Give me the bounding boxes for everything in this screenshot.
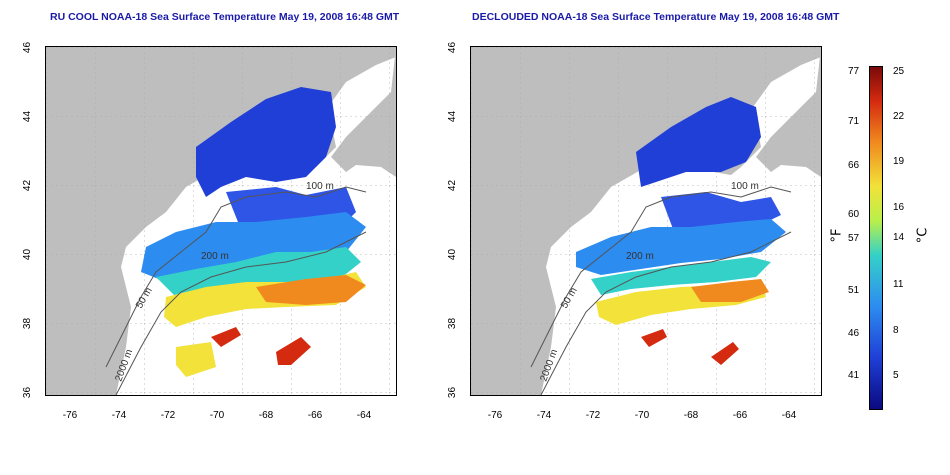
y-tick-right: 46 xyxy=(447,41,459,54)
f-tick: 60 xyxy=(848,209,860,220)
y-tick-left: 42 xyxy=(22,179,34,192)
left-map-graphic: 50 m 2000 m 100 m 200 m xyxy=(46,47,396,395)
sst-shelf-mild xyxy=(591,257,771,295)
f-tick: 51 xyxy=(848,285,860,296)
x-tick-right: -66 xyxy=(732,410,748,421)
c-tick: 25 xyxy=(893,66,905,77)
sst-gulf-of-maine xyxy=(636,97,761,187)
isobath-2000m xyxy=(540,231,792,395)
right-map-title: DECLOUDED NOAA-18 Sea Surface Temperatur… xyxy=(472,11,840,23)
x-tick-right: -64 xyxy=(781,410,797,421)
contour-label-100m: 100 m xyxy=(306,181,334,192)
sst-gulf-of-maine xyxy=(196,87,336,197)
y-tick-right: 42 xyxy=(447,179,459,192)
isobath-200m xyxy=(670,186,792,198)
c-tick: 5 xyxy=(893,370,899,381)
sst-slope-hot xyxy=(256,275,366,305)
c-tick: 16 xyxy=(893,202,905,213)
f-tick: 46 xyxy=(848,328,860,339)
contour-label-200m: 200 m xyxy=(626,251,654,262)
c-tick: 11 xyxy=(893,279,904,290)
sst-eddy-1 xyxy=(276,337,311,365)
contour-label-200m: 200 m xyxy=(201,251,229,262)
y-tick-left: 36 xyxy=(22,386,34,399)
sst-slope-hot xyxy=(691,279,769,302)
y-tick-left: 46 xyxy=(22,41,34,54)
sst-shelf-cool xyxy=(576,219,786,275)
sst-eddy-2 xyxy=(211,327,241,347)
f-tick: 66 xyxy=(848,160,860,171)
isobath-2000m xyxy=(115,231,367,395)
isobath-50m xyxy=(530,196,672,368)
x-tick-right: -72 xyxy=(585,410,601,421)
x-tick-left: -66 xyxy=(307,410,323,421)
right-sst-map: 50 m 2000 m 100 m 200 m xyxy=(470,46,822,396)
x-tick-left: -68 xyxy=(258,410,274,421)
y-tick-right: 40 xyxy=(447,248,459,261)
y-tick-right: 36 xyxy=(447,386,459,399)
c-tick: 22 xyxy=(893,111,905,122)
sst-eddy-2 xyxy=(641,329,667,347)
y-tick-right: 38 xyxy=(447,317,459,330)
sst-eddy-1 xyxy=(711,342,739,365)
x-tick-right: -70 xyxy=(634,410,650,421)
left-map-title: RU COOL NOAA-18 Sea Surface Temperature … xyxy=(50,11,400,23)
sst-gulfstream-patch xyxy=(176,342,216,377)
celsius-unit: °C xyxy=(915,227,931,244)
left-sst-map: 50 m 2000 m 100 m 200 m xyxy=(45,46,397,396)
fahrenheit-unit: °F xyxy=(829,228,845,243)
x-tick-left: -64 xyxy=(356,410,372,421)
isobath-200m xyxy=(245,186,367,198)
x-tick-right: -76 xyxy=(487,410,503,421)
x-tick-left: -74 xyxy=(111,410,127,421)
y-tick-left: 38 xyxy=(22,317,34,330)
isobath-50m xyxy=(105,196,247,368)
x-tick-right: -74 xyxy=(536,410,552,421)
sst-shelf-cool xyxy=(141,212,366,282)
c-tick: 19 xyxy=(893,156,905,167)
f-tick: 57 xyxy=(848,233,860,244)
x-tick-left: -76 xyxy=(62,410,78,421)
f-tick: 71 xyxy=(848,116,860,127)
c-tick: 14 xyxy=(893,232,905,243)
y-tick-right: 44 xyxy=(447,110,459,123)
y-tick-left: 44 xyxy=(22,110,34,123)
x-tick-left: -72 xyxy=(160,410,176,421)
x-tick-right: -68 xyxy=(683,410,699,421)
f-tick: 41 xyxy=(848,370,860,381)
f-tick: 77 xyxy=(848,66,860,77)
c-tick: 8 xyxy=(893,325,899,336)
x-tick-left: -70 xyxy=(209,410,225,421)
right-map-graphic: 50 m 2000 m 100 m 200 m xyxy=(471,47,821,395)
y-tick-left: 40 xyxy=(22,248,34,261)
contour-label-100m: 100 m xyxy=(731,181,759,192)
temperature-colorbar xyxy=(869,66,883,410)
